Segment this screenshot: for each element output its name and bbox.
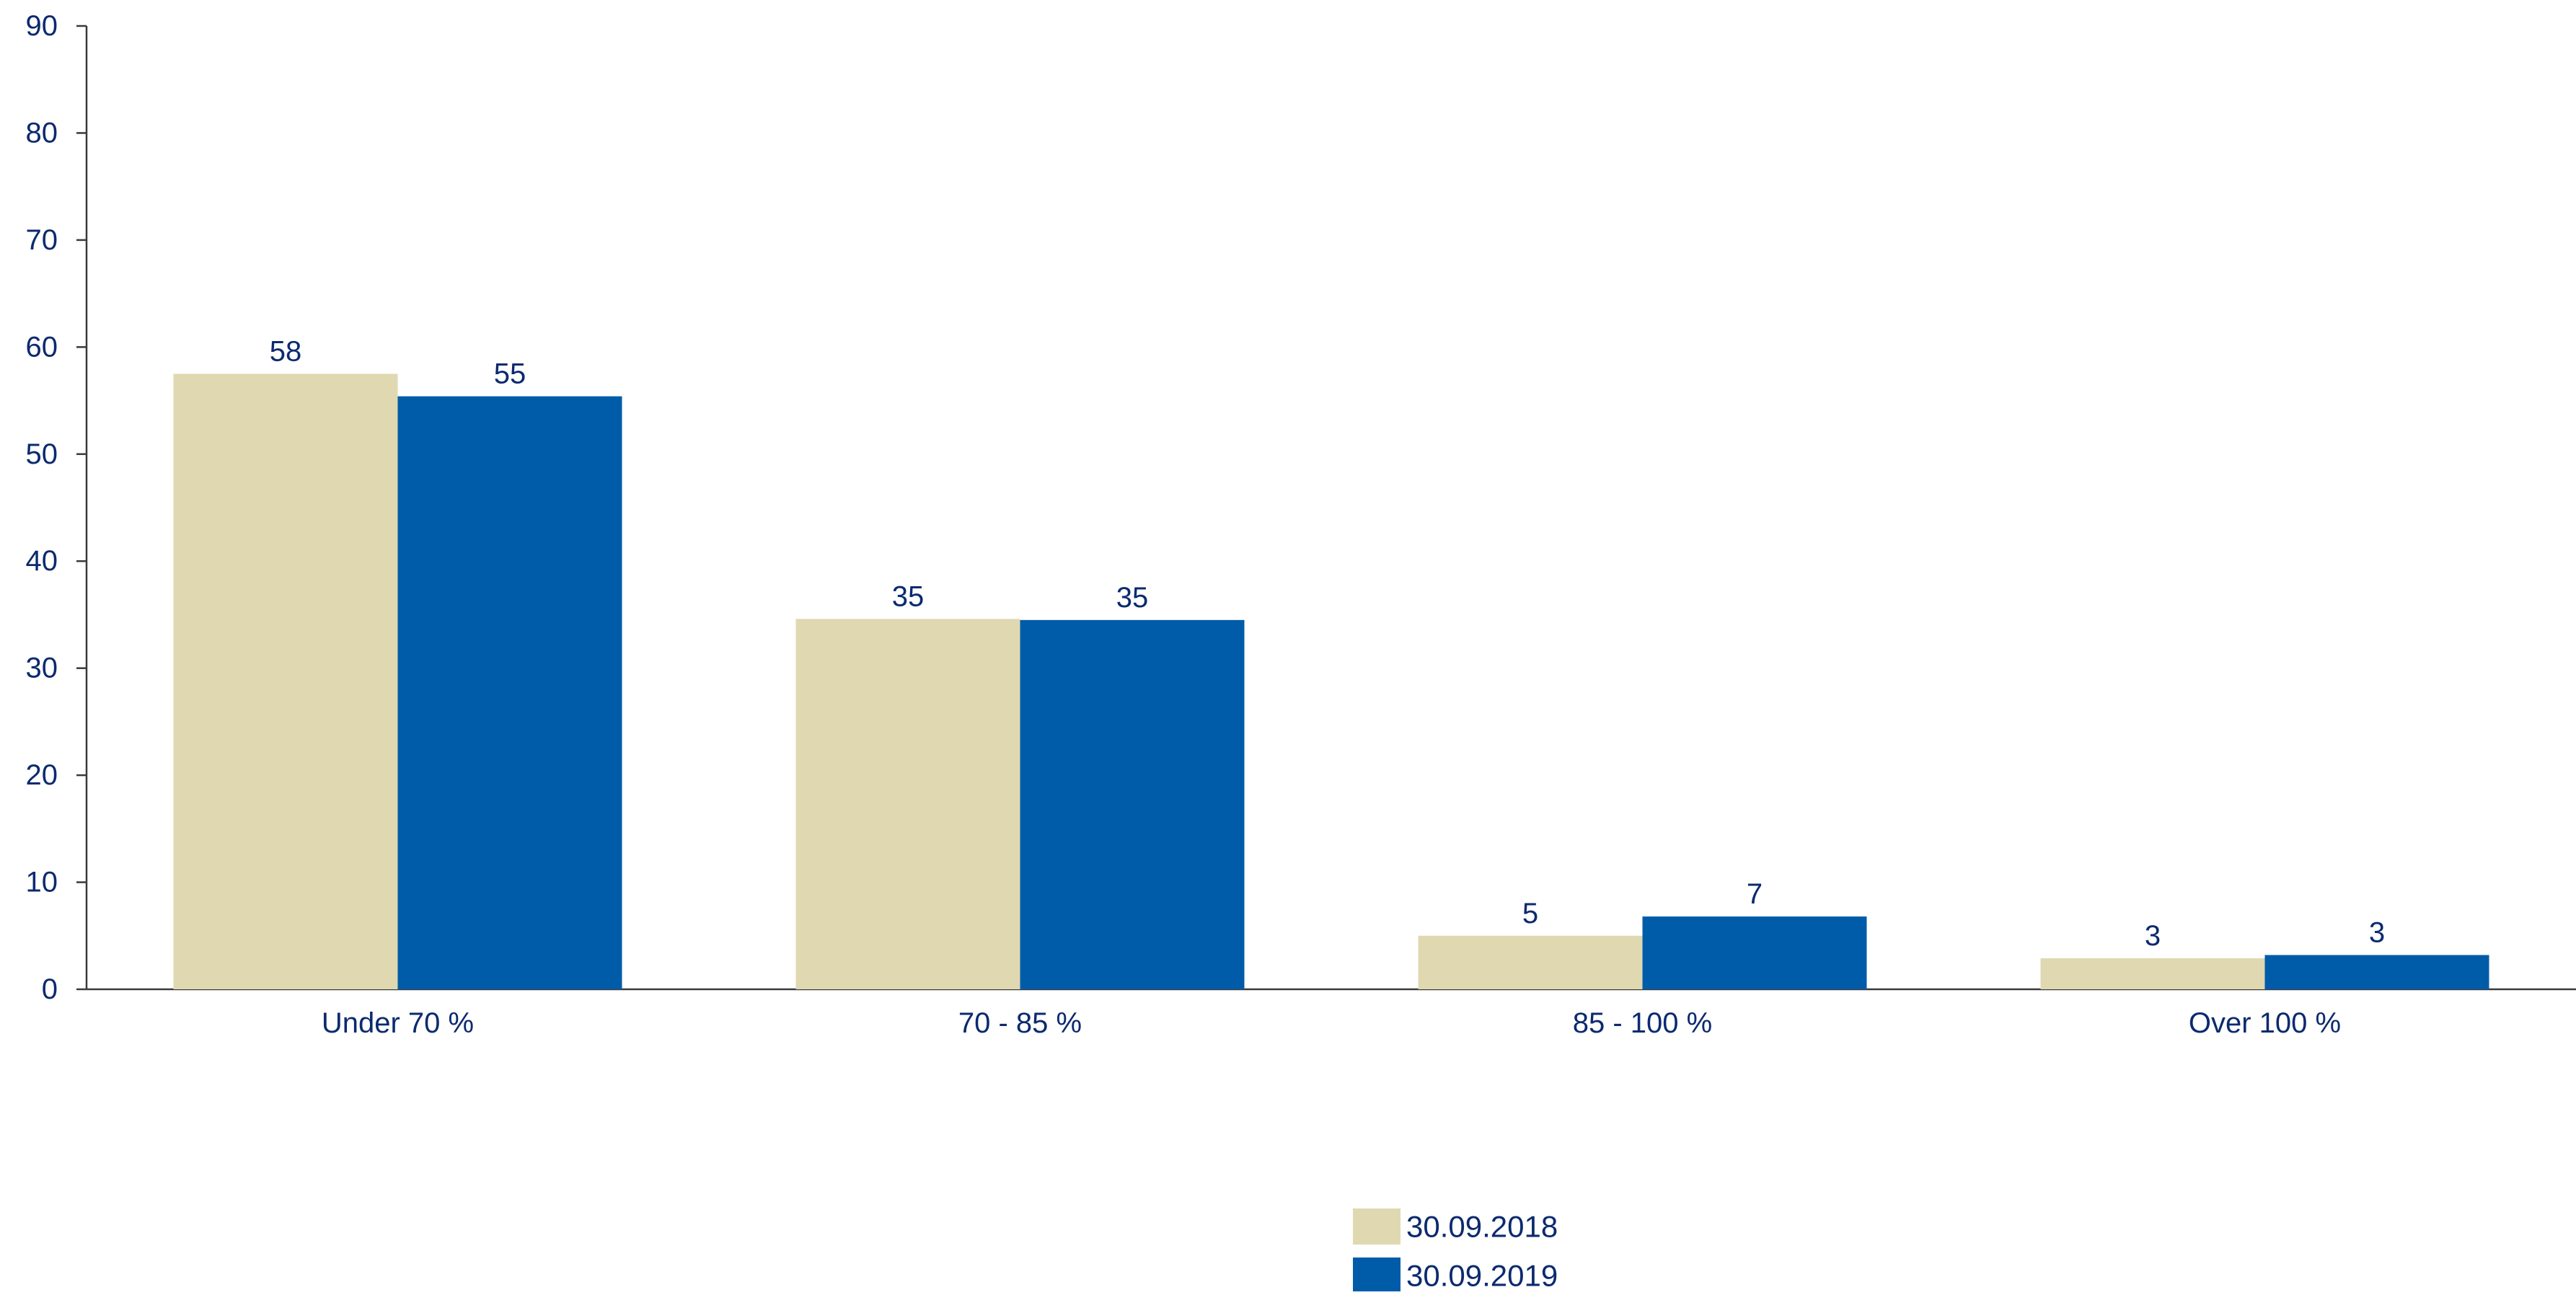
- data-label: 58: [270, 335, 302, 367]
- x-category-label: 85 - 100 %: [1573, 1007, 1712, 1039]
- data-label: 35: [892, 580, 925, 612]
- y-tick-label: 0: [42, 973, 58, 1005]
- y-tick-label: 50: [26, 438, 58, 470]
- y-tick-label: 70: [26, 224, 58, 256]
- legend: 30.09.2018 30.09.2019: [1353, 1208, 1558, 1294]
- legend-label: 30.09.2018: [1406, 1210, 1558, 1244]
- data-label: 55: [494, 358, 526, 390]
- bar-2-4: [2264, 955, 2489, 989]
- y-tick-label: 10: [26, 867, 58, 898]
- legend-label: 30.09.2019: [1406, 1259, 1558, 1292]
- x-category-label: 70 - 85 %: [958, 1007, 1082, 1039]
- bar-1-1: [173, 374, 398, 989]
- bar-2-1: [397, 396, 622, 989]
- bar-2-2: [1020, 619, 1245, 989]
- data-label: 35: [1116, 582, 1149, 614]
- x-category-label: Over 100 %: [2189, 1007, 2341, 1039]
- y-tick-label: 30: [26, 653, 58, 684]
- bar-1-3: [1418, 935, 1643, 989]
- y-tick-label: 40: [26, 545, 58, 577]
- bar-1-4: [2040, 958, 2265, 989]
- data-label: 3: [2145, 920, 2161, 952]
- bars: [173, 374, 2489, 989]
- y-tick-label: 20: [26, 759, 58, 791]
- data-labels: 58 55 35 35 5 7 3 3: [270, 335, 2385, 952]
- y-tick-label: 60: [26, 331, 58, 363]
- legend-swatch: [1353, 1258, 1401, 1294]
- bar-1-2: [795, 619, 1020, 989]
- bar-2-3: [1642, 916, 1867, 989]
- legend-swatch: [1353, 1208, 1401, 1245]
- x-axis: Under 70 % 70 - 85 % 85 - 100 % Over 100 %: [87, 988, 2576, 1039]
- y-tick-label: 80: [26, 117, 58, 149]
- x-category-label: Under 70 %: [322, 1007, 474, 1039]
- data-label: 7: [1747, 878, 1763, 910]
- y-axis: 0 10 20 30 40 50 60 70 80 90: [26, 10, 88, 1005]
- data-label: 5: [1522, 898, 1538, 929]
- data-label: 3: [2369, 916, 2385, 948]
- y-tick-label: 90: [26, 10, 58, 42]
